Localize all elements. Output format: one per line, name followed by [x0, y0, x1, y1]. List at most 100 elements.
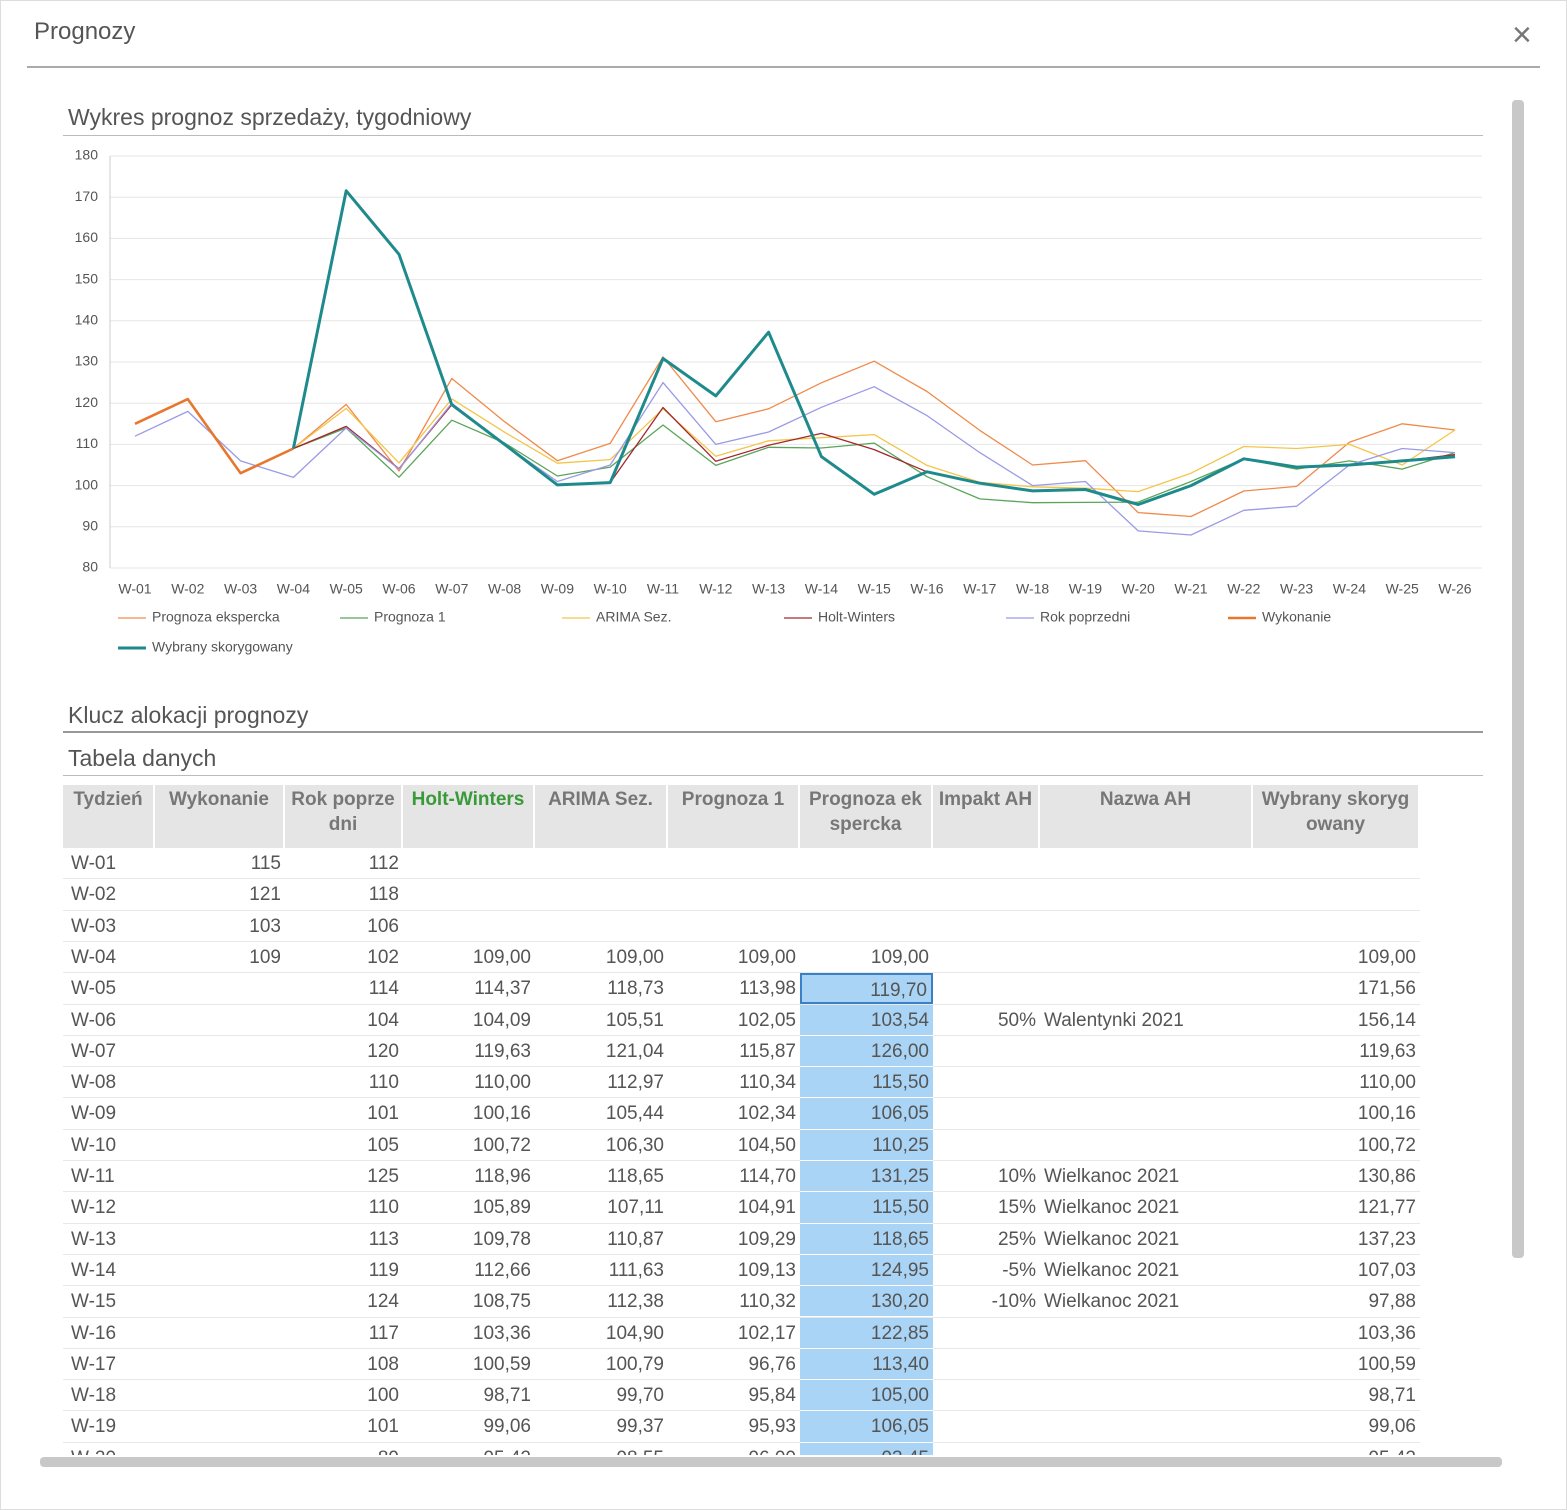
horizontal-scrollbar[interactable] — [40, 1457, 1502, 1467]
table-cell: 98,71 — [483, 1385, 531, 1407]
table-cell: W-08 — [71, 1072, 117, 1094]
table-cell: W-05 — [71, 978, 117, 1000]
table-cell: 114,70 — [739, 1166, 796, 1187]
row-divider — [63, 1066, 1420, 1068]
divider — [63, 775, 1483, 776]
vertical-scrollbar[interactable] — [1512, 100, 1524, 1258]
column-header: Wybrany skorygowany — [1253, 785, 1420, 848]
table-cell: 110 — [368, 1197, 399, 1219]
row-divider — [63, 909, 1420, 911]
row-divider — [63, 1003, 1420, 1005]
table-cell: 108 — [367, 1353, 399, 1375]
table-cell: 104,09 — [472, 1009, 531, 1031]
column-header: Rok poprzedni — [285, 785, 403, 848]
series-line — [134, 381, 1456, 536]
table-cell: 104,90 — [605, 1322, 664, 1344]
row-divider — [63, 1097, 1420, 1099]
legend-label: Rok poprzedni — [1040, 609, 1130, 625]
table-cell: 110,32 — [739, 1291, 796, 1313]
table-cell: W-01 — [71, 853, 117, 874]
row-divider — [63, 940, 1420, 942]
table-cell: 104 — [367, 1009, 399, 1031]
x-tick-label: W-03 — [224, 581, 257, 597]
table-cell: 109,00 — [605, 946, 664, 968]
x-tick-label: W-24 — [1333, 581, 1366, 597]
chart-title: Wykres prognoz sprzedaży, tygodniowy — [68, 104, 472, 130]
table-cell: 114,37 — [474, 978, 531, 1000]
table-cell: Wielkanoc 2021 — [1044, 1228, 1180, 1250]
table-cell: 171,56 — [1357, 978, 1416, 1000]
table-cell: 100,59 — [1357, 1353, 1416, 1375]
table-cell: 121 — [249, 884, 281, 906]
table-cell: 124 — [367, 1291, 399, 1313]
column-header: Tydzień — [63, 785, 155, 848]
table-cell: 103,54 — [800, 1004, 933, 1036]
x-tick-label: W-06 — [382, 581, 415, 597]
table-cell: 98,55 — [535, 1443, 668, 1455]
table-cell: 115,87 — [739, 1040, 796, 1062]
table-cell: 115 — [250, 853, 281, 874]
table-cell: 109,00 — [1357, 946, 1416, 968]
legend-label: Prognoza ekspercka — [152, 609, 280, 625]
table-cell: 130,20 — [800, 1286, 933, 1318]
table-cell: W-02 — [71, 884, 117, 906]
table-cell: 105,00 — [800, 1380, 933, 1412]
table-cell: -10% — [991, 1291, 1036, 1313]
table-cell: 101 — [367, 1416, 399, 1438]
table-cell: 110 — [368, 1072, 399, 1094]
table-cell: 118,65 — [800, 1223, 933, 1255]
column-header: Holt-Winters — [403, 785, 535, 848]
series-line — [291, 189, 1456, 506]
table-cell: 98,71 — [1368, 1385, 1416, 1407]
x-tick-label: W-11 — [647, 581, 679, 597]
column-header: Prognoza ekspercka — [800, 785, 933, 848]
table-cell: 89 — [285, 1443, 403, 1455]
table-cell: 112,66 — [474, 1259, 531, 1281]
table-cell: 109,13 — [737, 1259, 796, 1281]
table-cell: W-03 — [71, 915, 117, 937]
table-cell: 102,05 — [737, 1009, 796, 1031]
table-cell: 111,63 — [608, 1259, 664, 1281]
x-tick-label: W-01 — [118, 581, 151, 597]
y-tick-label: 140 — [75, 312, 99, 328]
table-cell: 102,17 — [737, 1322, 796, 1344]
table-cell: 124,95 — [800, 1254, 933, 1287]
table-cell: W-15 — [71, 1291, 117, 1313]
close-button[interactable]: × — [1512, 16, 1532, 54]
chart: 80 90 100 110 120 130 140 150 160 170 180 W-01 W-02 W… — [75, 147, 1482, 655]
row-divider — [63, 878, 1420, 880]
table-cell: 109,00 — [737, 946, 796, 968]
x-tick-label: W-14 — [805, 581, 838, 597]
table-cell: 109,00 — [472, 946, 531, 968]
column-header: Nazwa AH — [1040, 785, 1253, 848]
section-title: Klucz alokacji prognozy — [68, 702, 309, 728]
table-cell: 25% — [997, 1228, 1036, 1250]
table-cell: 105,51 — [605, 1009, 664, 1031]
row-divider — [63, 1285, 1420, 1287]
table-cell: 96,00 — [668, 1443, 800, 1455]
table-cell: 103 — [249, 915, 281, 937]
table-cell: 121,04 — [605, 1040, 664, 1062]
table-cell: 119,63 — [474, 1040, 531, 1062]
table-cell: W-19 — [71, 1416, 117, 1438]
table-cell: 105,89 — [472, 1197, 531, 1219]
y-tick-label: 100 — [75, 476, 99, 492]
table-cell: 95,42 — [403, 1443, 535, 1455]
table-cell: 130,86 — [1357, 1166, 1416, 1187]
table-cell: 137,23 — [1357, 1228, 1416, 1250]
column-header: ARIMA Sez. — [535, 785, 668, 848]
y-tick-label: 160 — [75, 229, 99, 245]
table-cell: 126,00 — [800, 1035, 933, 1068]
table-cell: 125 — [367, 1166, 399, 1187]
table-cell: 97,88 — [1368, 1291, 1416, 1313]
row-divider — [63, 1410, 1420, 1412]
table-cell: 107,11 — [607, 1197, 664, 1219]
x-tick-label: W-19 — [1069, 581, 1102, 597]
table-cell: W-06 — [71, 1009, 117, 1031]
table-cell: 118,96 — [474, 1166, 531, 1187]
column-header: Impakt AH — [933, 785, 1040, 848]
x-tick-label: W-23 — [1280, 581, 1313, 597]
table-cell: 102,34 — [737, 1103, 796, 1125]
table-cell: 15% — [997, 1197, 1036, 1219]
row-divider — [63, 1253, 1420, 1255]
